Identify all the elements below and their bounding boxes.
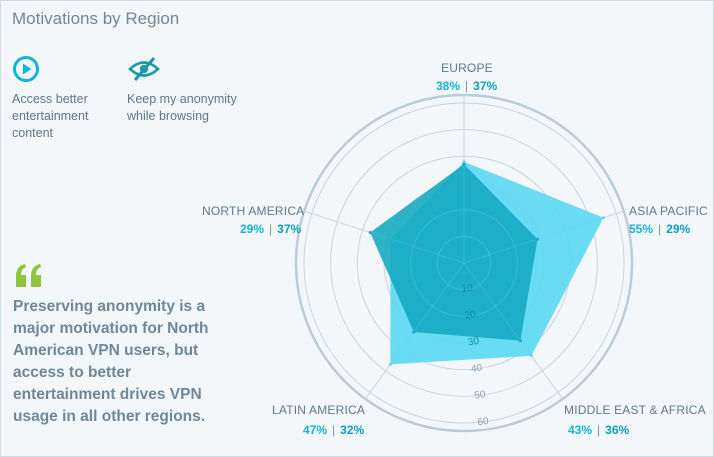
region-name-europe: EUROPE [441,61,493,75]
spoke-overlay-north-america [370,232,465,264]
tick-label-50: 50 [474,389,487,402]
region-values-middle-east-africa: 43% | 36% [568,423,630,437]
region-v2-middle-east-africa: 36% [605,423,630,437]
tick-label-60: 60 [477,416,490,429]
legend-label-anonymity: Keep my anonymity while browsing [127,92,237,123]
region-v1-europe: 38% [436,79,461,93]
region-values-asia-pacific: 55% | 29% [629,222,691,236]
region-v2-asia-pacific: 29% [666,222,691,236]
region-name-latin-america: LATIN AMERICA [272,403,366,417]
region-values-europe: 38% | 37% [436,79,498,93]
legend-anonymity: Keep my anonymity while browsing [127,55,247,125]
grid-circle-overlay-20 [410,209,518,317]
series-2-point-asia-pacific [536,237,539,241]
tick-label-30: 30 [467,336,480,349]
series-1-point-middle-east-africa [529,354,533,358]
region-v1-asia-pacific: 55% [629,222,654,236]
region-v2-latin-america: 32% [340,423,365,437]
region-v2-north-america: 37% [277,222,302,236]
spoke-overlay-latin-america [413,262,465,333]
region-v2-europe: 37% [473,79,498,93]
series-2-point-europe [462,162,466,166]
spoke-overlay-asia-pacific [463,238,538,264]
region-v1-latin-america: 47% [303,423,328,437]
quote-mark-icon [16,264,41,287]
tick-label-10: 10 [461,283,474,296]
series-2-area [370,164,538,341]
play-circle-icon [13,56,39,82]
series-1-point-europe [462,160,466,164]
quote-text: Preserving anonymity is a major motivati… [13,298,209,425]
tick-label-40: 40 [470,363,483,376]
grid-circle-overlay-10 [436,235,492,291]
region-v1-middle-east-africa: 43% [568,423,593,437]
series-1-point-asia-pacific [602,216,605,220]
region-name-north-america: NORTH AMERICA [202,204,305,218]
region-values-latin-america: 47% | 32% [303,423,365,437]
series-2-point-north-america [368,231,372,234]
tick-label-20: 20 [464,309,477,322]
legend-entertainment: Access better entertainment content [12,55,117,142]
region-v1-north-america: 29% [240,222,265,236]
spoke-overlay-middle-east-africa [463,262,521,341]
region-name-middle-east-africa: MIDDLE EAST & AFRICA [564,403,706,417]
series-2-point-latin-america [412,330,416,334]
series-2-point-middle-east-africa [518,339,522,343]
region-name-asia-pacific: ASIA PACIFIC [629,204,708,218]
legend-label-entertainment: Access better entertainment content [12,92,89,140]
region-values-north-america: 29% | 37% [240,222,302,236]
series-1-point-latin-america [388,362,392,366]
chart-title: Motivations by Region [12,9,180,28]
eye-slash-icon [128,57,160,81]
